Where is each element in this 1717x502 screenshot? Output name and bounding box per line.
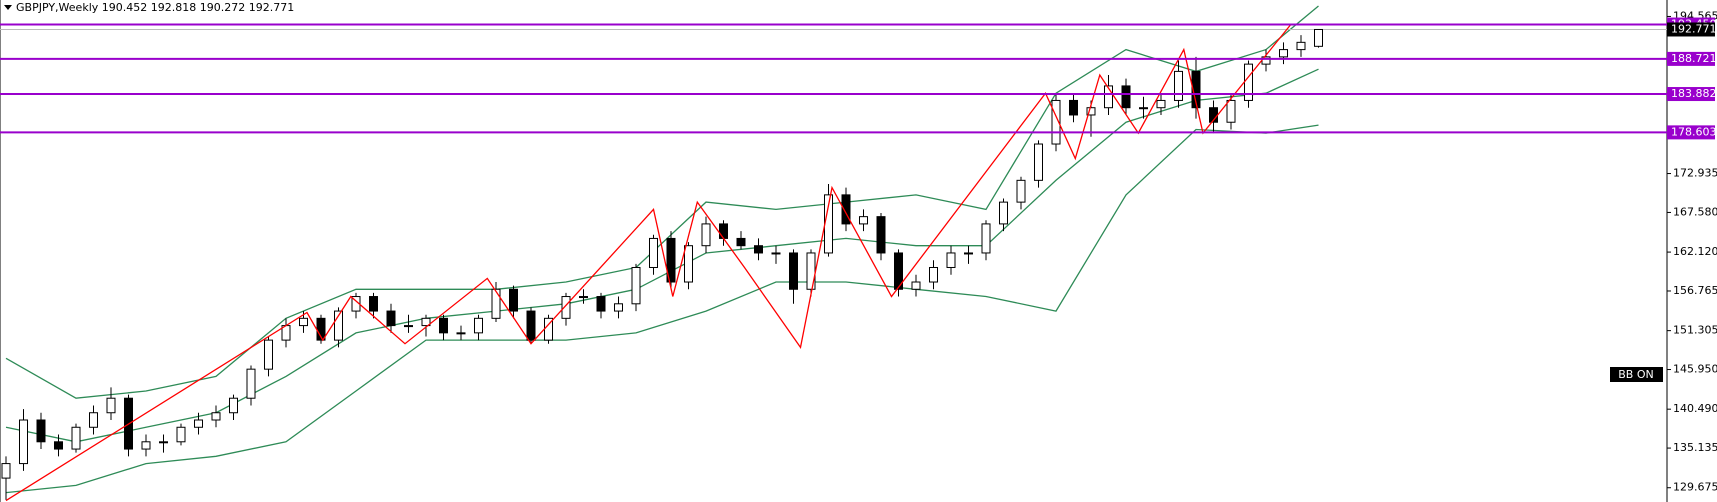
candle-body xyxy=(211,412,221,421)
candle-body xyxy=(106,397,116,414)
y-tick-label: 145.950 xyxy=(1673,363,1717,376)
candle-body xyxy=(771,252,781,255)
candle-body xyxy=(876,216,886,254)
candle-body xyxy=(684,245,693,283)
candle-body xyxy=(806,252,816,290)
last-price-label: 192.771 xyxy=(1671,22,1717,35)
candle-body xyxy=(719,223,728,239)
candle-body xyxy=(369,296,378,312)
y-tick-label: 135.135 xyxy=(1673,441,1717,454)
candle-body xyxy=(631,266,641,305)
last-price-box xyxy=(1667,22,1715,37)
y-tick-label: 129.675 xyxy=(1673,481,1717,494)
candle-body xyxy=(754,245,763,254)
y-tick-label: 151.305 xyxy=(1673,324,1717,337)
candle-body xyxy=(859,216,868,225)
candle-body xyxy=(701,223,711,247)
candle-body xyxy=(1314,28,1323,47)
candle-body xyxy=(1034,143,1043,181)
candle-body xyxy=(19,419,28,465)
indicator-label: BB ON xyxy=(1618,368,1653,381)
level-label: 178.603 xyxy=(1671,125,1717,138)
candle-body xyxy=(1191,70,1201,109)
candle-body xyxy=(1051,99,1061,145)
candle-body xyxy=(299,317,308,327)
level-label: 188.721 xyxy=(1671,52,1717,65)
candle-body xyxy=(89,412,98,428)
candle-body xyxy=(1086,107,1096,116)
candle-body xyxy=(1296,41,1306,51)
level-label-box xyxy=(1667,87,1715,102)
candle-body xyxy=(1174,70,1183,101)
candle-body xyxy=(36,419,46,443)
candle-body xyxy=(246,368,256,399)
candle-body xyxy=(894,252,903,290)
candle-body xyxy=(666,237,676,283)
candle-body xyxy=(421,317,431,327)
candle-body xyxy=(1104,85,1113,109)
candle-body xyxy=(1156,99,1166,109)
candle-body xyxy=(579,296,588,299)
menu-arrow[interactable] xyxy=(4,5,12,10)
candle-body xyxy=(1069,99,1078,116)
level-label-box xyxy=(1667,51,1715,66)
candle-body xyxy=(911,281,921,290)
candle-body xyxy=(456,332,466,335)
candle-body xyxy=(526,310,536,341)
candle-body xyxy=(71,426,81,450)
y-tick-label: 140.490 xyxy=(1673,402,1717,415)
candle-body xyxy=(474,317,483,334)
candle-body xyxy=(1121,85,1131,109)
candle-body xyxy=(509,288,518,312)
candle-body xyxy=(946,252,956,268)
candle-body xyxy=(649,237,658,268)
candle-body xyxy=(1016,179,1026,203)
candle-body xyxy=(1139,107,1148,110)
candle-body xyxy=(561,296,571,319)
candle-body xyxy=(176,426,186,443)
bollinger-band xyxy=(5,124,1319,494)
candle-body xyxy=(229,397,238,414)
y-tick-label: 172.935 xyxy=(1673,167,1717,180)
level-label: 183.882 xyxy=(1671,87,1717,100)
candle-body xyxy=(596,296,606,312)
indicator-box xyxy=(1610,367,1663,382)
candle-body xyxy=(981,223,991,254)
candle-body xyxy=(491,288,501,319)
candle-body xyxy=(1,463,11,479)
zigzag xyxy=(5,24,1292,502)
candle-body xyxy=(159,441,168,444)
candle-body xyxy=(54,441,63,450)
candle-body xyxy=(929,266,938,283)
candle-body xyxy=(194,419,203,428)
candle-body xyxy=(614,303,623,312)
level-label-box xyxy=(1667,125,1715,140)
candle-body xyxy=(1279,49,1288,58)
candle-body xyxy=(386,310,396,327)
y-tick-label: 162.120 xyxy=(1673,245,1717,258)
candle-body xyxy=(999,201,1008,225)
candle-body xyxy=(1226,99,1236,123)
candle-body xyxy=(789,252,798,290)
y-tick-label: 156.765 xyxy=(1673,284,1717,297)
candle-body xyxy=(334,310,343,341)
candle-body xyxy=(264,339,273,370)
candle-body xyxy=(141,441,151,450)
candle-body xyxy=(439,317,448,334)
candle-body xyxy=(736,237,746,247)
y-tick-label: 167.580 xyxy=(1673,205,1717,218)
candle-body xyxy=(404,325,413,328)
candle-body xyxy=(841,194,851,225)
chart-title: GBPJPY,Weekly 190.452 192.818 190.272 19… xyxy=(16,1,294,14)
candle-body xyxy=(964,252,973,255)
